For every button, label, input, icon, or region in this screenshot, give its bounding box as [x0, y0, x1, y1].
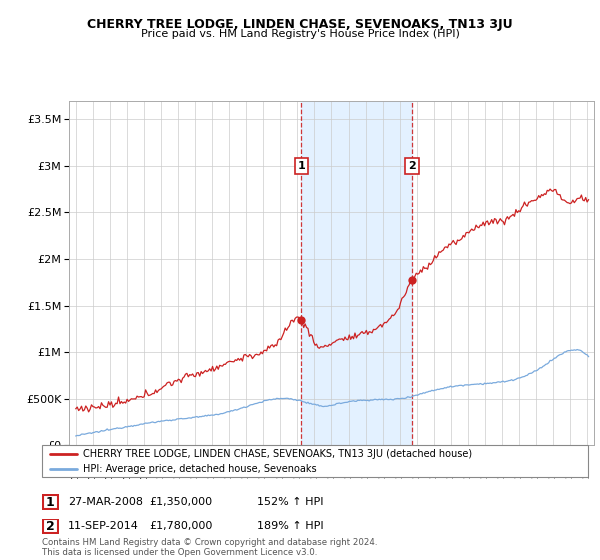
Text: Price paid vs. HM Land Registry's House Price Index (HPI): Price paid vs. HM Land Registry's House …	[140, 29, 460, 39]
Text: 11-SEP-2014: 11-SEP-2014	[68, 521, 139, 531]
Text: Contains HM Land Registry data © Crown copyright and database right 2024.
This d: Contains HM Land Registry data © Crown c…	[42, 538, 377, 557]
FancyBboxPatch shape	[42, 445, 588, 477]
Text: 2: 2	[408, 161, 416, 171]
Text: 1: 1	[298, 161, 305, 171]
Text: 189% ↑ HPI: 189% ↑ HPI	[257, 521, 323, 531]
Text: 2: 2	[46, 520, 55, 533]
Text: 152% ↑ HPI: 152% ↑ HPI	[257, 497, 323, 507]
Text: CHERRY TREE LODGE, LINDEN CHASE, SEVENOAKS, TN13 3JU: CHERRY TREE LODGE, LINDEN CHASE, SEVENOA…	[87, 18, 513, 31]
Text: 27-MAR-2008: 27-MAR-2008	[68, 497, 143, 507]
Text: £1,780,000: £1,780,000	[149, 521, 212, 531]
Bar	[301, 101, 412, 445]
FancyBboxPatch shape	[43, 519, 58, 534]
Text: £1,350,000: £1,350,000	[149, 497, 212, 507]
Text: CHERRY TREE LODGE, LINDEN CHASE, SEVENOAKS, TN13 3JU (detached house): CHERRY TREE LODGE, LINDEN CHASE, SEVENOA…	[83, 449, 472, 459]
Text: HPI: Average price, detached house, Sevenoaks: HPI: Average price, detached house, Seve…	[83, 464, 317, 474]
Text: 1: 1	[46, 496, 55, 509]
FancyBboxPatch shape	[43, 495, 58, 510]
